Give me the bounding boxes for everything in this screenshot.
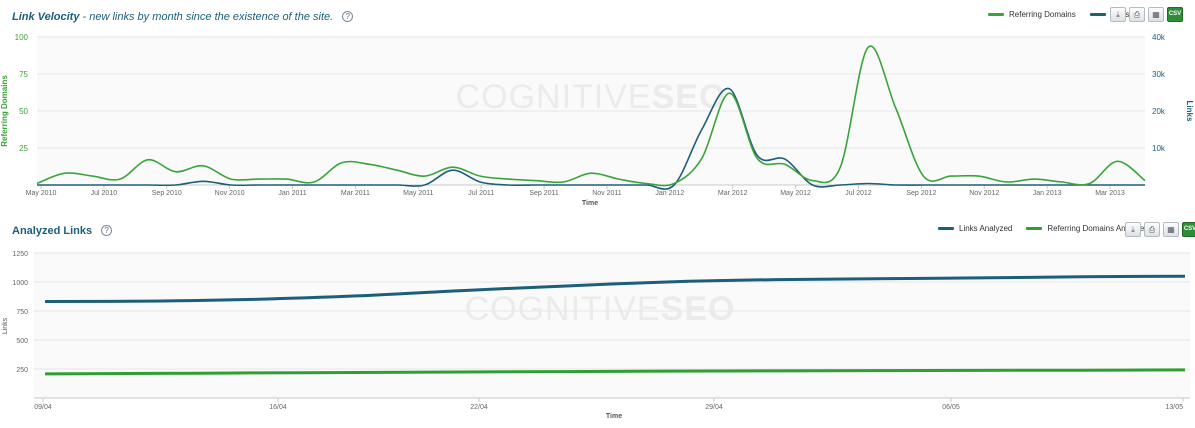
x-tick-label: Jul 2010 [91,190,118,197]
y2-tick-label: 20k [1152,107,1166,116]
legend-swatch [1089,13,1106,16]
x-tick-label: Jan 2012 [655,190,684,197]
x-tick-label: 09/04 [34,404,52,411]
series-line-links-analyzed [44,274,1186,303]
chart-legend: Links Analyzed Referring Domains Analyze… [930,224,1149,233]
x-tick-label: May 2012 [780,190,811,197]
x-tick-label: 13/05 [1165,404,1183,411]
legend-label: Referring Domains [1009,10,1076,19]
x-tick-label: 22/04 [470,404,488,411]
chart-title: Link Velocity [12,11,80,23]
analyzed-links-chart: COGNITIVESEO 250 500 750 1000 1250 09/04 16/04 2… [2,251,1190,420]
x-tick-label: Nov 2011 [592,190,622,197]
table-icon[interactable]: ▦ [1148,7,1164,22]
x-axis-title: Time [582,200,598,207]
x-tick-label: Mar 2011 [341,190,370,197]
print-icon[interactable]: ⎙ [1129,7,1145,22]
y-tick-label: 100 [15,33,29,42]
y-tick-label: 500 [16,338,28,345]
y2-axis-title: Links [1185,101,1194,122]
series-line-referring-domains [36,45,1146,187]
link-velocity-title: Link Velocity - new links by month since… [12,11,354,23]
chart-subtitle: - new links by month since the existence… [82,11,334,23]
watermark-logo: COGNITIVESEO [456,78,727,116]
y-tick-label: 250 [16,367,28,374]
help-icon[interactable]: ? [342,11,354,22]
watermark-text: COGNITIVE [465,290,661,328]
y-tick-label: 1000 [12,280,28,287]
download-icon[interactable]: ⤓ [1125,222,1141,237]
y2-tick-label: 10k [1152,144,1166,153]
y-axis-title: Referring Domains [0,75,9,147]
legend-swatch [988,13,1004,16]
x-axis-title: Time [606,413,622,420]
legend-label: Links Analyzed [959,224,1013,233]
download-icon[interactable]: ⤓ [1110,7,1126,22]
x-tick-label: Mar 2013 [1095,190,1125,197]
x-tick-label: Jan 2011 [278,190,306,197]
analyzed-links-title: Analyzed Links ? [12,225,113,237]
x-tick-label: Jul 2012 [845,190,872,197]
legend-label: Referring Domains Analyzed [1047,224,1149,233]
print-icon[interactable]: ⎙ [1144,222,1160,237]
y2-tick-label: 40k [1152,33,1166,42]
x-tick-label: Jan 2013 [1033,190,1062,197]
y-tick-label: 25 [19,144,28,153]
x-tick-label: Jul 2011 [468,190,494,197]
y-tick-label: 75 [19,70,28,79]
x-tick-label: Nov 2010 [215,190,245,197]
x-tick-label: May 2010 [26,190,57,197]
watermark-logo: COGNITIVESEO [465,290,736,328]
x-tick-label: Sep 2012 [906,190,936,197]
x-tick-label: 06/05 [942,404,960,411]
chart-toolbar: ⤓ ⎙ ▦ CSV [1110,7,1183,22]
chart-title: Analyzed Links [12,225,93,237]
x-tick-label: Nov 2012 [969,190,999,197]
x-tick-label: May 2011 [403,190,433,197]
legend-item-referring-domains[interactable]: Referring Domains [988,10,1076,19]
link-velocity-panel: Link Velocity - new links by month since… [0,0,1195,212]
y2-tick-label: 30k [1152,70,1166,79]
x-tick-label: 16/04 [269,404,287,411]
x-tick-label: 29/04 [705,404,723,411]
watermark-text: SEO [661,290,736,328]
series-line-links [36,87,1145,190]
legend-item-referring-domains-analyzed[interactable]: Referring Domains Analyzed [1026,224,1149,233]
link-velocity-chart: COGNITIVESEO 25 50 75 100 10k 20k 30k 40k May 201… [0,33,1194,207]
csv-icon[interactable]: CSV [1182,222,1195,237]
csv-icon[interactable]: CSV [1167,7,1183,22]
watermark-text: SEO [652,78,727,116]
series-line-referring-domains-analyzed [44,368,1186,376]
x-tick-label: Mar 2012 [718,190,748,197]
analyzed-links-panel: Analyzed Links ? Links Analyzed Referrin… [0,218,1195,428]
watermark-text: COGNITIVE [456,78,652,116]
chart-toolbar: ⤓ ⎙ ▦ CSV [1125,222,1195,237]
y-tick-label: 50 [19,107,28,116]
x-tick-label: Sep 2011 [529,190,559,197]
y-tick-label: 1250 [12,251,28,258]
y-tick-label: 750 [16,309,28,316]
table-icon[interactable]: ▦ [1163,222,1179,237]
legend-item-links-analyzed[interactable]: Links Analyzed [938,224,1012,233]
help-icon[interactable]: ? [101,225,113,236]
x-tick-label: Sep 2010 [152,190,182,197]
legend-swatch [938,227,954,230]
legend-swatch [1026,227,1043,230]
y-axis-title: Links [2,317,9,334]
